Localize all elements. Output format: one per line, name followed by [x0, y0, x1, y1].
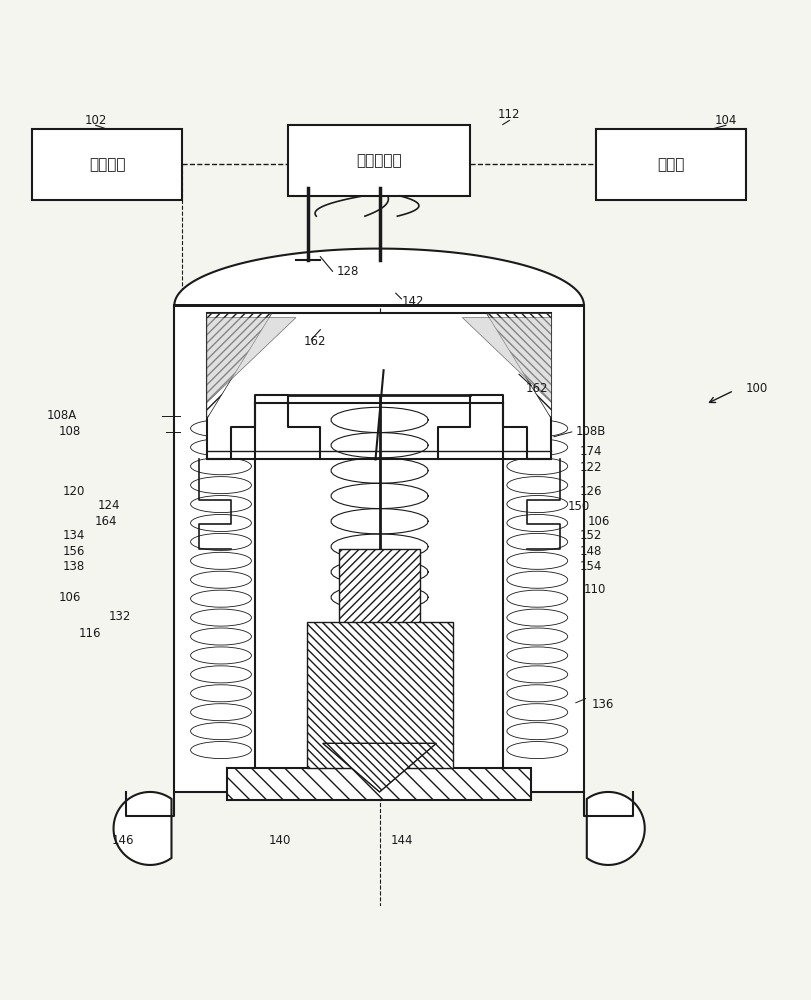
Ellipse shape [191, 609, 251, 626]
Ellipse shape [191, 458, 251, 475]
Ellipse shape [507, 496, 568, 513]
Text: 154: 154 [580, 560, 603, 573]
Text: 系统电源: 系统电源 [88, 157, 126, 172]
Text: 108B: 108B [576, 425, 606, 438]
Text: 110: 110 [584, 583, 607, 596]
Text: 174: 174 [580, 445, 603, 458]
Text: 电负载: 电负载 [657, 157, 684, 172]
Polygon shape [587, 792, 645, 865]
Text: 102: 102 [84, 114, 107, 127]
Ellipse shape [191, 552, 251, 569]
Text: 156: 156 [62, 545, 85, 558]
Polygon shape [487, 313, 551, 419]
Text: 150: 150 [568, 500, 590, 513]
Ellipse shape [191, 666, 251, 683]
Ellipse shape [507, 704, 568, 721]
Bar [339, 549, 420, 743]
Text: 100: 100 [746, 382, 768, 395]
Ellipse shape [507, 571, 568, 588]
Ellipse shape [507, 420, 568, 437]
Ellipse shape [507, 666, 568, 683]
Ellipse shape [507, 552, 568, 569]
Ellipse shape [191, 628, 251, 645]
Ellipse shape [191, 533, 251, 550]
Text: 162: 162 [303, 335, 326, 348]
Ellipse shape [191, 647, 251, 664]
Text: 142: 142 [401, 295, 424, 308]
Polygon shape [323, 743, 436, 792]
Ellipse shape [507, 458, 568, 475]
Polygon shape [207, 318, 296, 403]
Text: 140: 140 [268, 834, 291, 847]
Bar [207, 313, 551, 459]
Text: 106: 106 [58, 591, 81, 604]
Text: 144: 144 [390, 834, 413, 847]
Ellipse shape [507, 590, 568, 607]
Ellipse shape [191, 496, 251, 513]
Text: 108: 108 [59, 425, 81, 438]
Text: 162: 162 [526, 382, 548, 395]
Text: 122: 122 [580, 461, 603, 474]
Ellipse shape [507, 742, 568, 759]
Ellipse shape [191, 420, 251, 437]
Polygon shape [174, 249, 584, 305]
Ellipse shape [507, 477, 568, 494]
Ellipse shape [507, 685, 568, 702]
Ellipse shape [191, 439, 251, 456]
Text: 146: 146 [112, 834, 135, 847]
Text: 134: 134 [62, 529, 85, 542]
Text: 108A: 108A [47, 409, 77, 422]
Text: 138: 138 [63, 560, 85, 573]
Bar [32, 129, 182, 200]
Text: 124: 124 [97, 499, 120, 512]
Polygon shape [462, 318, 551, 403]
Text: 164: 164 [95, 515, 118, 528]
Ellipse shape [191, 742, 251, 759]
Polygon shape [207, 313, 272, 419]
Ellipse shape [507, 647, 568, 664]
Text: 148: 148 [580, 545, 603, 558]
Ellipse shape [507, 439, 568, 456]
Ellipse shape [191, 590, 251, 607]
Ellipse shape [507, 628, 568, 645]
Text: 112: 112 [498, 108, 521, 121]
Text: 152: 152 [580, 529, 603, 542]
Bar [596, 129, 746, 200]
Ellipse shape [507, 609, 568, 626]
Ellipse shape [507, 723, 568, 740]
Bar [227, 768, 531, 800]
Ellipse shape [191, 477, 251, 494]
Ellipse shape [507, 514, 568, 531]
Ellipse shape [191, 704, 251, 721]
Text: 136: 136 [592, 698, 615, 711]
Ellipse shape [191, 723, 251, 740]
Ellipse shape [191, 514, 251, 531]
Bar [288, 125, 470, 196]
Polygon shape [114, 792, 171, 865]
Ellipse shape [507, 533, 568, 550]
Ellipse shape [191, 685, 251, 702]
Text: 116: 116 [79, 627, 101, 640]
Bar [307, 622, 453, 768]
Text: 继电器电源: 继电器电源 [356, 153, 401, 168]
Text: 126: 126 [580, 485, 603, 498]
Ellipse shape [191, 571, 251, 588]
Text: 128: 128 [337, 265, 359, 278]
Text: 120: 120 [62, 485, 85, 498]
Text: 132: 132 [109, 610, 131, 623]
Text: 106: 106 [588, 515, 611, 528]
Text: 104: 104 [714, 114, 737, 127]
Bar [174, 305, 584, 792]
